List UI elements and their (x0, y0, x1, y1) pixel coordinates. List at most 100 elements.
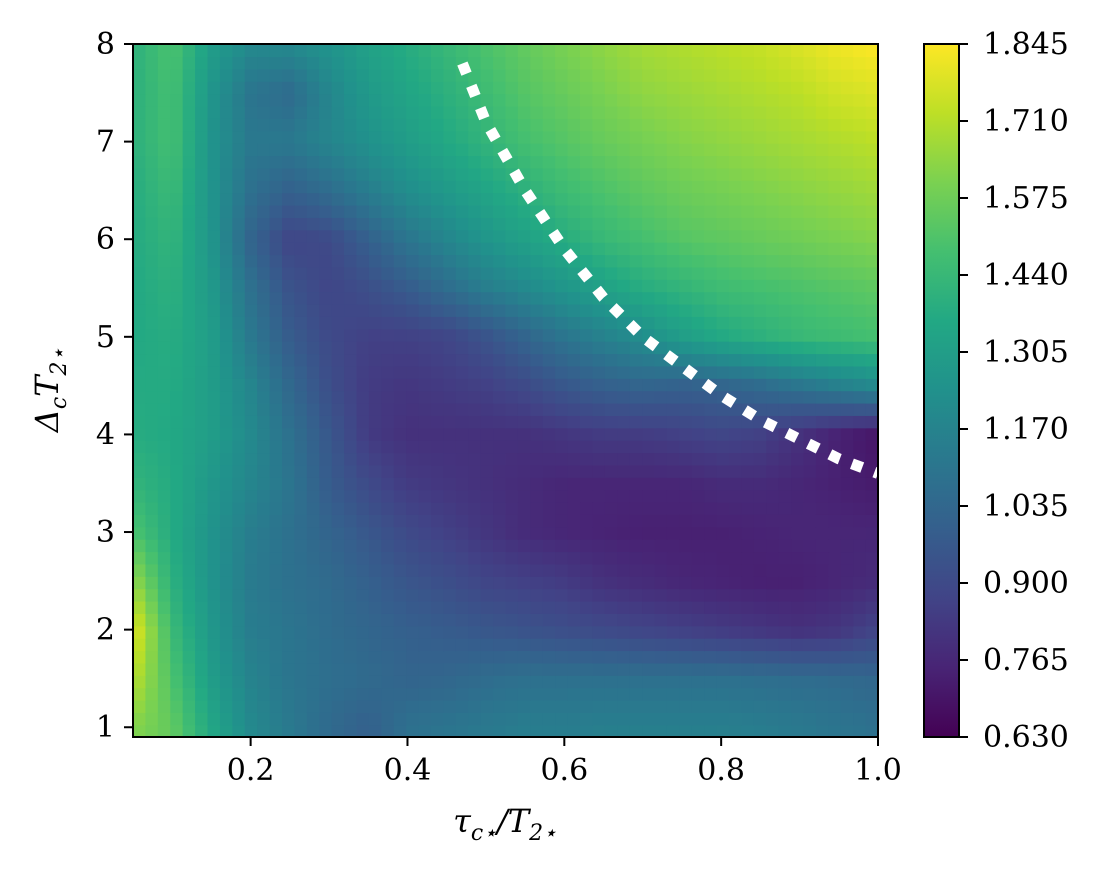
heatmap-cell (791, 130, 805, 144)
heatmap-cell (803, 341, 817, 355)
heatmap-cell (418, 662, 432, 676)
heatmap-cell (654, 378, 668, 392)
heatmap-cell (766, 341, 780, 355)
heatmap-cell (244, 56, 258, 70)
heatmap-cell (815, 44, 830, 58)
heatmap-cell (282, 81, 296, 95)
heatmap-cell (381, 68, 395, 82)
heatmap-cell (257, 378, 271, 392)
heatmap-cell (530, 44, 544, 58)
heatmap-cell (331, 613, 345, 627)
heatmap-cell (282, 279, 296, 293)
heatmap-cell (232, 378, 246, 392)
heatmap-cell (778, 526, 792, 540)
heatmap-cell (729, 427, 743, 441)
heatmap-cell (530, 588, 544, 602)
heatmap-cell (455, 576, 469, 590)
heatmap-cell (666, 204, 681, 218)
heatmap-cell (791, 118, 805, 132)
heatmap-cell (393, 105, 407, 119)
heatmap-cell (356, 130, 370, 144)
heatmap-cell (716, 365, 730, 379)
heatmap-cell (642, 501, 656, 515)
heatmap-cell (133, 365, 147, 379)
heatmap-cell (517, 687, 532, 701)
heatmap-cell (455, 464, 469, 478)
heatmap-cell (691, 415, 705, 429)
heatmap-cell (815, 551, 830, 565)
heatmap-cell (617, 204, 631, 218)
heatmap-cell (815, 68, 830, 82)
heatmap-cell (418, 588, 432, 602)
heatmap-cell (753, 675, 767, 689)
heatmap-cell (431, 328, 445, 342)
heatmap-cell (741, 390, 755, 404)
heatmap-cell (282, 229, 296, 243)
heatmap-cell (282, 415, 296, 429)
heatmap-cell (207, 699, 221, 713)
heatmap-cell (580, 452, 594, 466)
heatmap-cell (393, 464, 407, 478)
heatmap-cell (368, 539, 383, 553)
heatmap-cell (331, 180, 345, 194)
heatmap-cell (344, 167, 358, 181)
heatmap-cell (356, 341, 370, 355)
heatmap-cell (306, 563, 320, 577)
heatmap-cell (592, 477, 606, 491)
heatmap-cell (542, 56, 556, 70)
heatmap-cell (393, 662, 407, 676)
heatmap-cell (145, 650, 159, 664)
heatmap-cell (356, 143, 370, 157)
heatmap-cell (778, 378, 792, 392)
heatmap-cell (331, 217, 345, 231)
heatmap-cell (133, 526, 147, 540)
heatmap-cell (269, 489, 283, 503)
heatmap-cell (604, 402, 618, 416)
heatmap-cell (294, 93, 308, 107)
heatmap-cell (157, 266, 171, 280)
heatmap-cell (219, 489, 234, 503)
heatmap-cell (592, 365, 606, 379)
heatmap-cell (182, 452, 196, 466)
heatmap-cell (431, 192, 445, 206)
heatmap-cell (319, 464, 333, 478)
heatmap-cell (753, 464, 767, 478)
heatmap-cell (530, 328, 544, 342)
heatmap-cell (306, 192, 320, 206)
heatmap-cell (604, 279, 618, 293)
heatmap-cell (133, 724, 147, 737)
heatmap-cell (865, 402, 878, 416)
heatmap-cell (530, 378, 544, 392)
heatmap-cell (691, 229, 705, 243)
heatmap-cell (219, 279, 234, 293)
heatmap-cell (145, 576, 159, 590)
heatmap-cell (828, 254, 842, 268)
heatmap-cell (306, 613, 320, 627)
heatmap-cell (815, 118, 830, 132)
heatmap-cell (840, 353, 854, 367)
heatmap-cell (207, 93, 221, 107)
heatmap-cell (170, 155, 184, 169)
heatmap-cell (617, 440, 631, 454)
heatmap-cell (269, 229, 283, 243)
heatmap-cell (791, 551, 805, 565)
heatmap-cell (269, 514, 283, 528)
heatmap-cell (418, 675, 432, 689)
heatmap-cell (381, 118, 395, 132)
heatmap-cell (666, 130, 681, 144)
heatmap-cell (145, 464, 159, 478)
heatmap-cell (840, 625, 854, 639)
heatmap-cell (791, 452, 805, 466)
heatmap-cell (244, 217, 258, 231)
heatmap-cell (182, 675, 196, 689)
heatmap-cell (865, 105, 878, 119)
heatmap-cell (157, 328, 171, 342)
heatmap-cell (729, 130, 743, 144)
heatmap-cell (157, 662, 171, 676)
heatmap-cell (542, 415, 556, 429)
heatmap-cell (791, 291, 805, 305)
heatmap-cell (778, 712, 792, 726)
heatmap-cell (828, 217, 842, 231)
heatmap-cell (393, 588, 407, 602)
